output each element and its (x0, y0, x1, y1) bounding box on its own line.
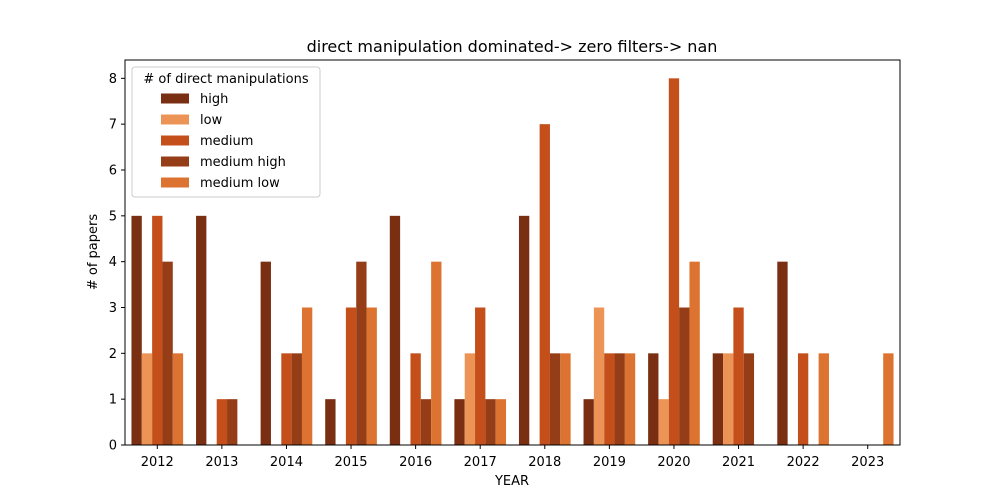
plot-frame (124, 59, 901, 446)
bar-high-2014 (260, 261, 271, 445)
bar-high-2015 (325, 399, 336, 445)
legend: # of direct manipulations high low medium m… (131, 66, 321, 198)
bar-medium-low-2015 (366, 307, 377, 445)
bar-medium-high-2019 (614, 353, 625, 445)
bar-medium-low-2022 (818, 353, 829, 445)
legend-swatch (161, 177, 189, 188)
legend-entry: high (200, 92, 228, 107)
x-axis: 2012 2013 2014 2015 2016 2017 2018 2019 2020 2021… (141, 445, 884, 470)
bar-high-2016 (389, 215, 401, 445)
legend-title: # of direct manipulations (143, 72, 308, 87)
y-tick-label: 0 (109, 439, 117, 454)
y-tick-label: 4 (109, 255, 117, 270)
bar-low-2019 (593, 307, 605, 445)
y-tick-label: 8 (109, 72, 117, 87)
y-tick-label: 6 (109, 164, 117, 179)
bar-medium-low-2018 (560, 353, 571, 445)
bar-medium-high-2017 (485, 399, 496, 445)
bar-medium-2016 (410, 353, 421, 445)
x-axis-label: YEAR (494, 474, 529, 489)
bar-medium-2018 (539, 124, 550, 446)
legend-entry: medium low (200, 176, 280, 191)
bar-high-2021 (712, 353, 724, 445)
bar-medium-2020 (668, 78, 680, 445)
bar-medium-2013 (216, 399, 228, 445)
bar-medium-low-2019 (624, 353, 636, 445)
y-axis-label: # of papers (86, 214, 101, 291)
bar-medium-high-2014 (291, 353, 302, 445)
bar-medium-high-2016 (420, 399, 432, 445)
x-tick-label: 2022 (787, 455, 820, 470)
y-tick-label: 5 (109, 209, 117, 224)
y-tick-label: 3 (109, 301, 117, 316)
legend-entry: medium (200, 134, 253, 149)
bar-medium-low-2017 (495, 399, 507, 445)
legend-swatch (161, 114, 189, 125)
x-tick-label: 2016 (399, 455, 432, 470)
bar-medium-low-2014 (301, 307, 313, 445)
bar-medium-low-2016 (431, 261, 442, 445)
y-tick-label: 1 (109, 393, 117, 408)
bar-medium-2015 (345, 307, 357, 445)
bar-medium-high-2020 (679, 307, 690, 445)
x-tick-label: 2020 (657, 455, 690, 470)
x-tick-label: 2013 (205, 455, 238, 470)
bar-medium-2022 (797, 353, 809, 445)
x-tick-label: 2018 (528, 455, 561, 470)
legend-swatch (161, 156, 189, 167)
bar-low-2012 (141, 353, 153, 445)
x-tick-label: 2019 (593, 455, 626, 470)
x-tick-label: 2021 (722, 455, 755, 470)
y-tick-label: 7 (109, 118, 117, 133)
bar-high-2013 (196, 215, 207, 445)
x-tick-label: 2012 (141, 455, 174, 470)
bar-high-2017 (454, 399, 465, 445)
chart-title: direct manipulation dominated-> zero fil… (307, 37, 718, 56)
legend-swatch (161, 93, 189, 104)
x-tick-label: 2017 (464, 455, 497, 470)
legend-entry: low (200, 113, 223, 128)
bar-high-2022 (777, 261, 788, 445)
x-tick-label: 2015 (334, 455, 367, 470)
bar-low-2021 (723, 353, 734, 445)
bar-medium-2014 (281, 353, 292, 445)
bar-high-2012 (131, 215, 142, 445)
bar-medium-high-2013 (227, 399, 238, 445)
bar-medium-high-2021 (743, 353, 755, 445)
bar-medium-high-2012 (162, 261, 173, 445)
bar-medium-2012 (152, 215, 163, 445)
bar-medium-2021 (733, 307, 744, 445)
y-tick-label: 2 (109, 347, 117, 362)
bar-high-2018 (518, 215, 530, 445)
bar-low-2020 (658, 399, 669, 445)
bar-medium-low-2012 (172, 353, 184, 445)
bar-medium-low-2020 (689, 261, 700, 445)
bar-medium-2017 (475, 307, 486, 445)
legend-swatch (161, 135, 189, 146)
bar-high-2020 (648, 353, 659, 445)
legend-entry: medium high (200, 155, 286, 170)
y-axis: 0 1 2 3 4 5 6 7 8 (109, 72, 125, 454)
x-tick-label: 2014 (270, 455, 303, 470)
bar-high-2019 (583, 399, 594, 445)
bars-layer (131, 78, 894, 446)
bar-medium-2019 (604, 353, 615, 445)
x-tick-label: 2023 (851, 455, 884, 470)
bar-medium-low-2023 (883, 353, 894, 445)
bar-medium-high-2018 (549, 353, 561, 445)
bar-low-2017 (464, 353, 476, 445)
bar-medium-high-2015 (356, 261, 367, 445)
